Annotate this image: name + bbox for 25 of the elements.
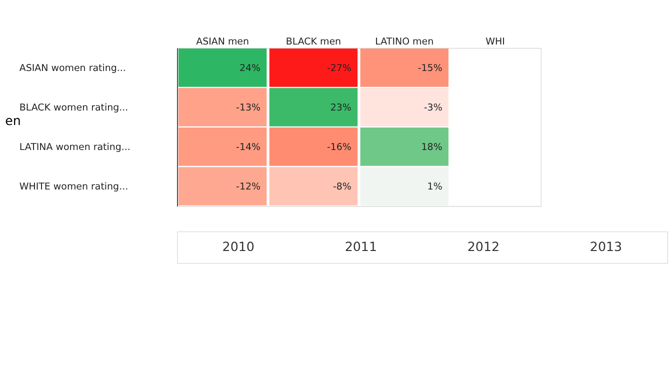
data-label: 1% <box>427 181 442 192</box>
data-label: -15% <box>418 62 442 74</box>
data-label: -27% <box>326 62 352 74</box>
data-label: -12% <box>236 181 260 192</box>
x-tick-label: WHI <box>486 36 505 48</box>
text: 2012 <box>467 239 500 254</box>
x-tick-label: LATINO men <box>375 36 434 48</box>
x-tick-label: BLACK men <box>286 36 342 48</box>
data-label: 18% <box>421 142 442 153</box>
y-tick-label: WHITE women rating... <box>19 181 128 192</box>
data-label: -13% <box>236 102 260 114</box>
y-tick-label: BLACK women rating... <box>19 102 128 114</box>
text: 2010 <box>222 239 254 254</box>
y-axis-title: en <box>5 112 21 128</box>
text: 2013 <box>590 239 622 254</box>
data-label: -14% <box>236 142 260 153</box>
text: 2011 <box>344 239 377 254</box>
data-label: -16% <box>326 142 352 153</box>
data-label: -3% <box>424 102 442 114</box>
data-label: 24% <box>239 62 260 74</box>
data-label: 23% <box>330 102 352 114</box>
y-tick-label: LATINA women rating... <box>19 142 130 153</box>
data-label: -8% <box>332 181 352 192</box>
x-tick-label: ASIAN men <box>196 36 250 48</box>
y-tick-label: ASIAN women rating... <box>19 62 126 74</box>
